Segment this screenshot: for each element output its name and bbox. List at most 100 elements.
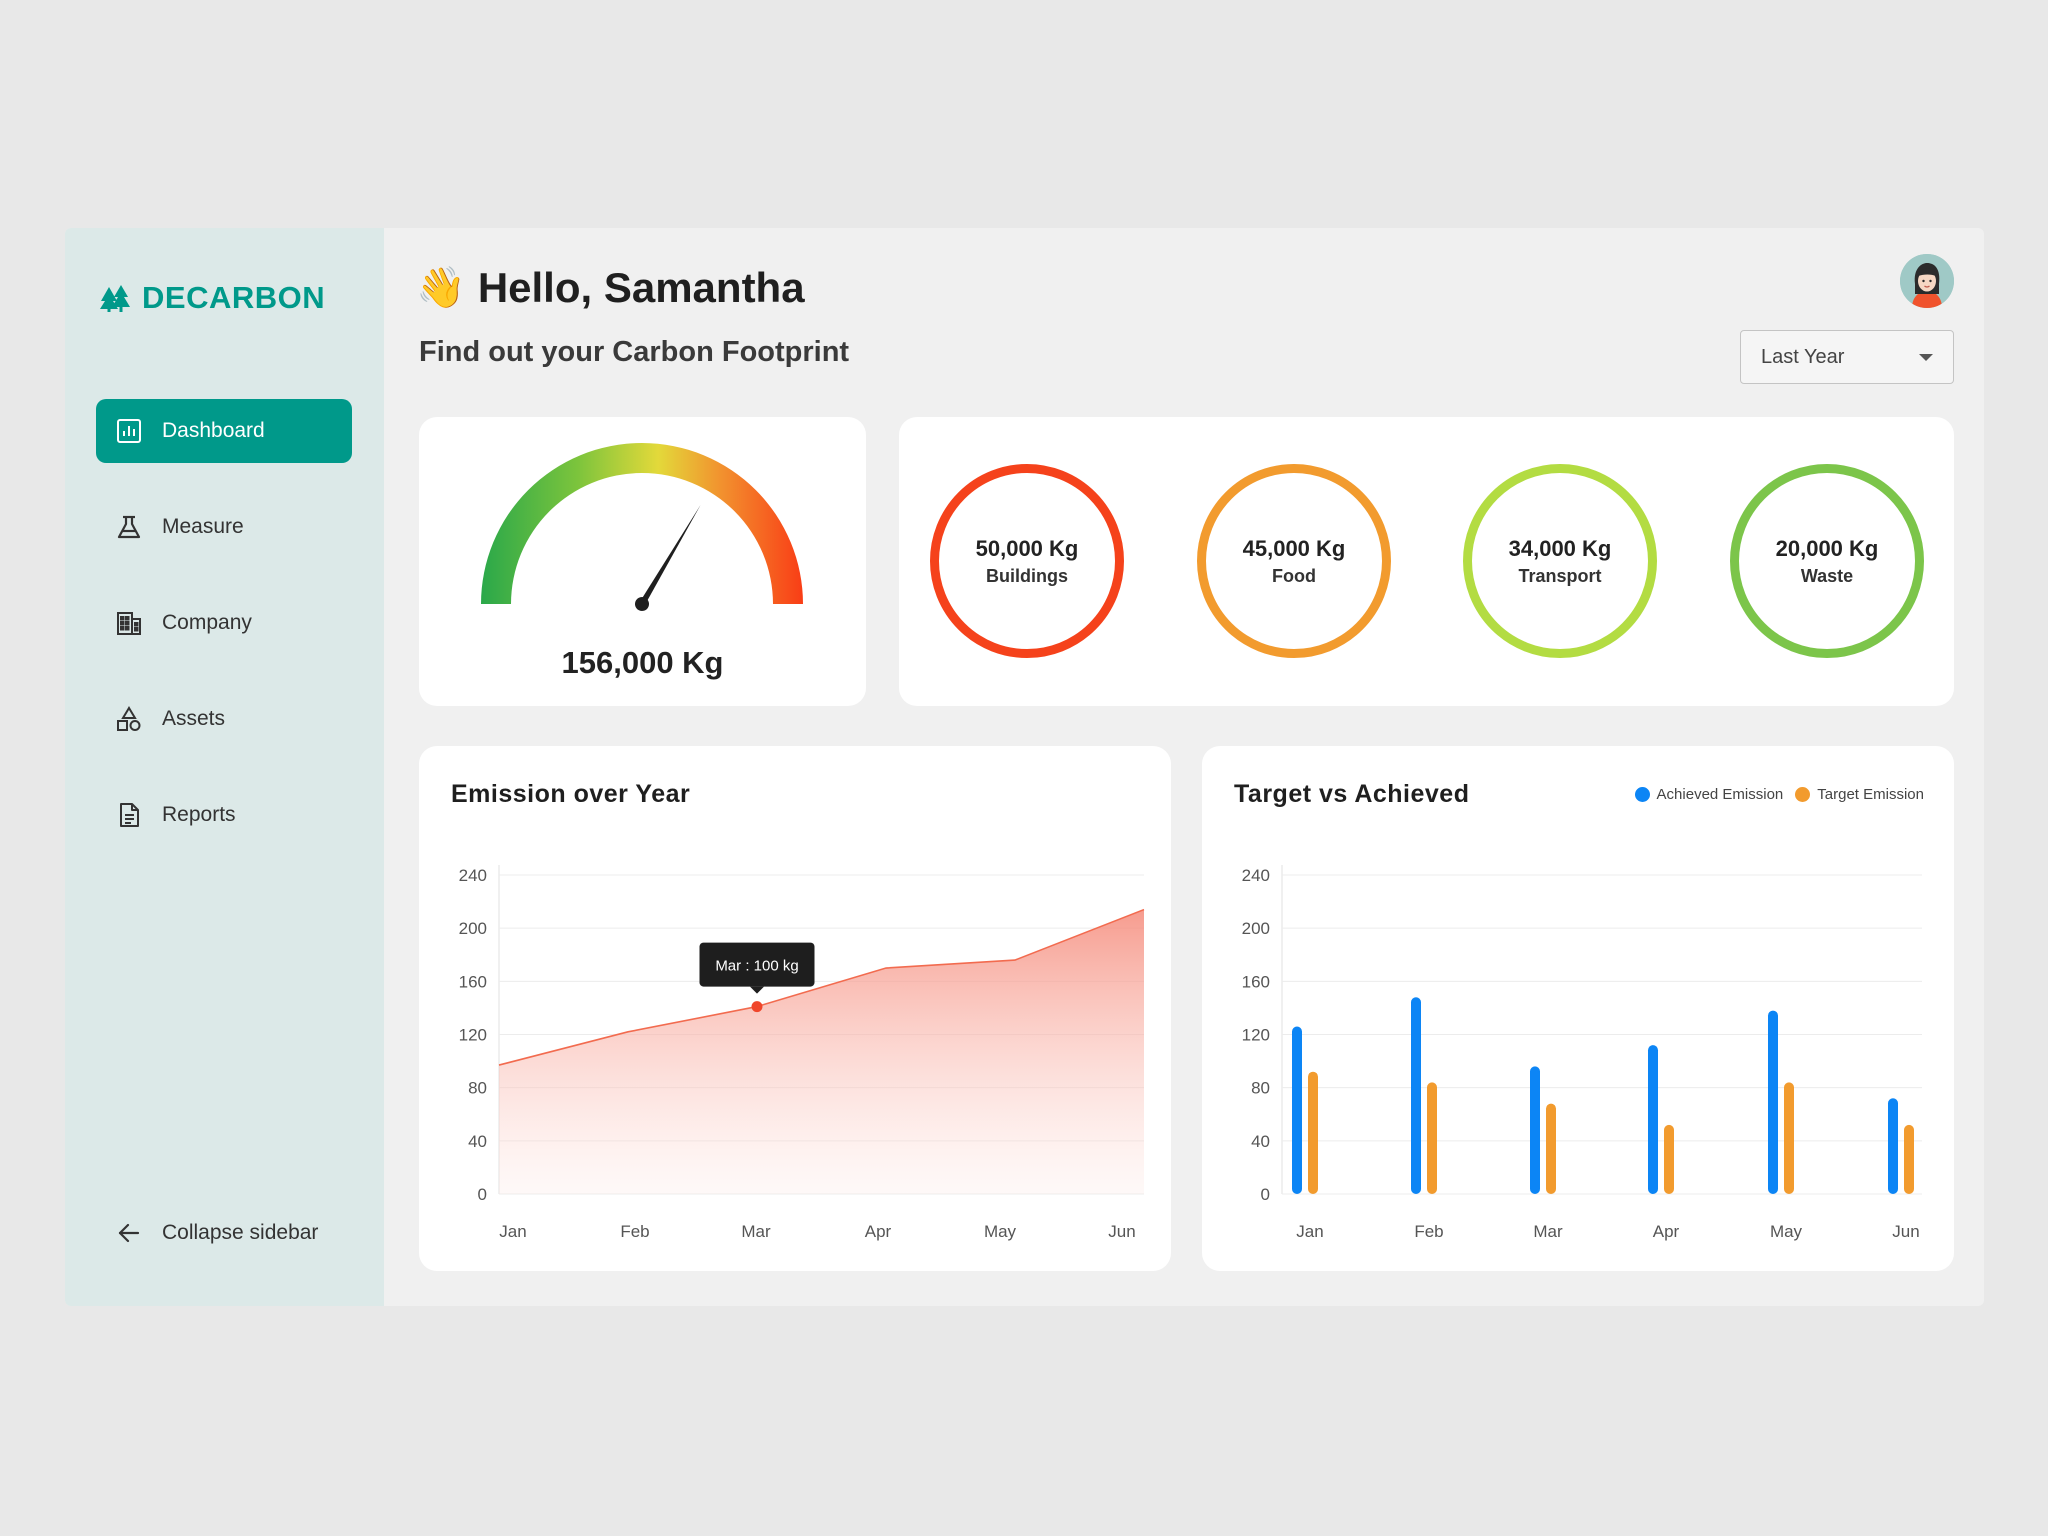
wave-icon: 👋 [416,266,466,310]
bar-achieved [1888,1098,1898,1194]
x-tick-label: Jan [499,1222,526,1241]
y-tick-label: 80 [1251,1079,1270,1098]
bar-target [1308,1071,1318,1194]
category-label: Buildings [986,565,1068,586]
category-label: Waste [1800,565,1854,586]
emission-over-year-card: Emission over Year 0 40 80 120 160 200 240 Jan F… [419,746,1171,1271]
x-tick-label: Feb [1414,1222,1443,1241]
y-tick-label: 40 [1251,1132,1270,1151]
category-ring-food: 45,000 Kg Food [1197,464,1391,658]
sidebar-item-reports[interactable]: Reports [96,783,352,847]
sidebar-item-assets[interactable]: Assets [96,687,352,751]
category-value: 45,000 Kg [1242,535,1346,561]
category-value: 50,000 Kg [975,535,1079,561]
page-title: Hello, Samantha [477,264,805,311]
x-tick-label: Feb [620,1222,649,1241]
brand-name: DECARBON [142,280,326,315]
chart-title: Emission over Year [451,780,691,808]
area-fill [499,909,1144,1194]
collapse-sidebar-button[interactable]: Collapse sidebar [96,1201,352,1265]
brand-logo[interactable]: DECARBON [99,280,325,316]
y-tick-label: 40 [468,1132,487,1151]
y-tick-label: 240 [459,866,487,885]
bar-achieved [1768,1010,1778,1194]
period-select-value: Last Year [1761,345,1845,368]
tooltip-box [699,942,815,987]
tooltip-text: Mar : 100 kg [715,958,798,975]
gauge-needle [635,505,701,611]
y-tick-label: 0 [478,1185,487,1204]
legend-label: Achieved Emission [1656,786,1784,803]
data-point-highlight [751,1001,763,1013]
y-tick-label: 200 [1242,919,1270,938]
sidebar-item-label: Company [162,611,252,634]
legend-item-achieved[interactable]: Achieved Emission [1634,786,1784,803]
legend-label: Target Emission [1817,786,1924,803]
y-tick-label: 120 [459,1026,487,1045]
sidebar-item-label: Dashboard [162,419,265,442]
bar-target [1427,1082,1437,1194]
category-breakdown-card: 50,000 Kg Buildings 45,000 Kg Food 34,00… [899,417,1954,706]
emission-area-chart: 0 40 80 120 160 200 240 Jan Feb Mar Apr May Jun Mar :… [459,865,1145,1241]
document-icon [120,803,139,827]
target-vs-achieved-card: Target vs Achieved Achieved Emission Tar… [1202,746,1954,1271]
y-tick-label: 240 [1242,866,1270,885]
bar-achieved [1530,1066,1540,1194]
sidebar-item-label: Reports [162,803,236,826]
legend-item-target[interactable]: Target Emission [1795,786,1924,803]
collapse-sidebar-label: Collapse sidebar [162,1221,319,1244]
category-value: 20,000 Kg [1775,535,1879,561]
x-tick-label: Mar [1533,1222,1563,1241]
total-footprint-card: 156,000 Kg [419,417,866,706]
y-tick-label: 200 [459,919,487,938]
shapes-icon [117,706,141,731]
category-label: Food [1272,565,1316,586]
bar-achieved [1411,997,1421,1194]
category-value: 34,000 Kg [1508,535,1612,561]
x-tick-label: Jun [1892,1222,1919,1241]
y-tick-label: 160 [459,972,487,991]
x-tick-label: May [1770,1222,1803,1241]
x-tick-label: Apr [865,1222,892,1241]
app-window: DECARBON Dashboard Measure Company [65,228,1984,1306]
x-tick-label: Jun [1108,1222,1135,1241]
gauge-arc [481,443,803,604]
y-tick-label: 80 [468,1079,487,1098]
period-select[interactable]: Last Year [1740,330,1954,384]
sidebar-item-company[interactable]: Company [96,591,352,655]
y-tick-label: 160 [1242,972,1270,991]
category-ring-buildings: 50,000 Kg Buildings [930,464,1124,658]
y-tick-label: 0 [1261,1185,1270,1204]
sidebar-item-dashboard[interactable]: Dashboard [96,399,352,463]
bar-achieved [1292,1026,1302,1194]
trees-icon [100,285,130,312]
sidebar-item-label: Measure [162,515,244,538]
arrow-left-icon [118,1223,140,1243]
building-icon [117,612,141,635]
x-tick-label: Apr [1653,1222,1680,1241]
flask-icon [117,515,141,539]
chart-legend: Achieved Emission Target Emission [1634,786,1924,803]
page-subtitle: Find out your Carbon Footprint [419,336,850,368]
user-avatar-icon [1900,254,1954,308]
bar-chart-icon [117,419,141,443]
sidebar-item-measure[interactable]: Measure [96,495,352,559]
legend-dot [1795,787,1811,802]
x-tick-label: Mar [741,1222,771,1241]
tooltip-pointer [750,986,764,994]
chart-title: Target vs Achieved [1234,780,1470,808]
x-tick-label: Jan [1296,1222,1323,1241]
avatar[interactable] [1900,254,1954,308]
y-tick-label: 120 [1242,1026,1270,1045]
bar-achieved [1648,1045,1658,1194]
footprint-gauge [481,443,803,611]
target-achieved-bar-chart: 0 40 80 120 160 200 240 Jan Feb Mar Apr May Jun [1242,865,1922,1241]
bar-target [1904,1124,1914,1194]
sidebar: DECARBON Dashboard Measure Company [65,228,384,1306]
legend-dot [1634,787,1650,802]
x-tick-label: May [984,1222,1017,1241]
sidebar-item-label: Assets [162,707,226,730]
category-ring-transport: 34,000 Kg Transport [1463,464,1657,658]
bar-target [1664,1124,1674,1194]
category-label: Transport [1518,565,1602,586]
